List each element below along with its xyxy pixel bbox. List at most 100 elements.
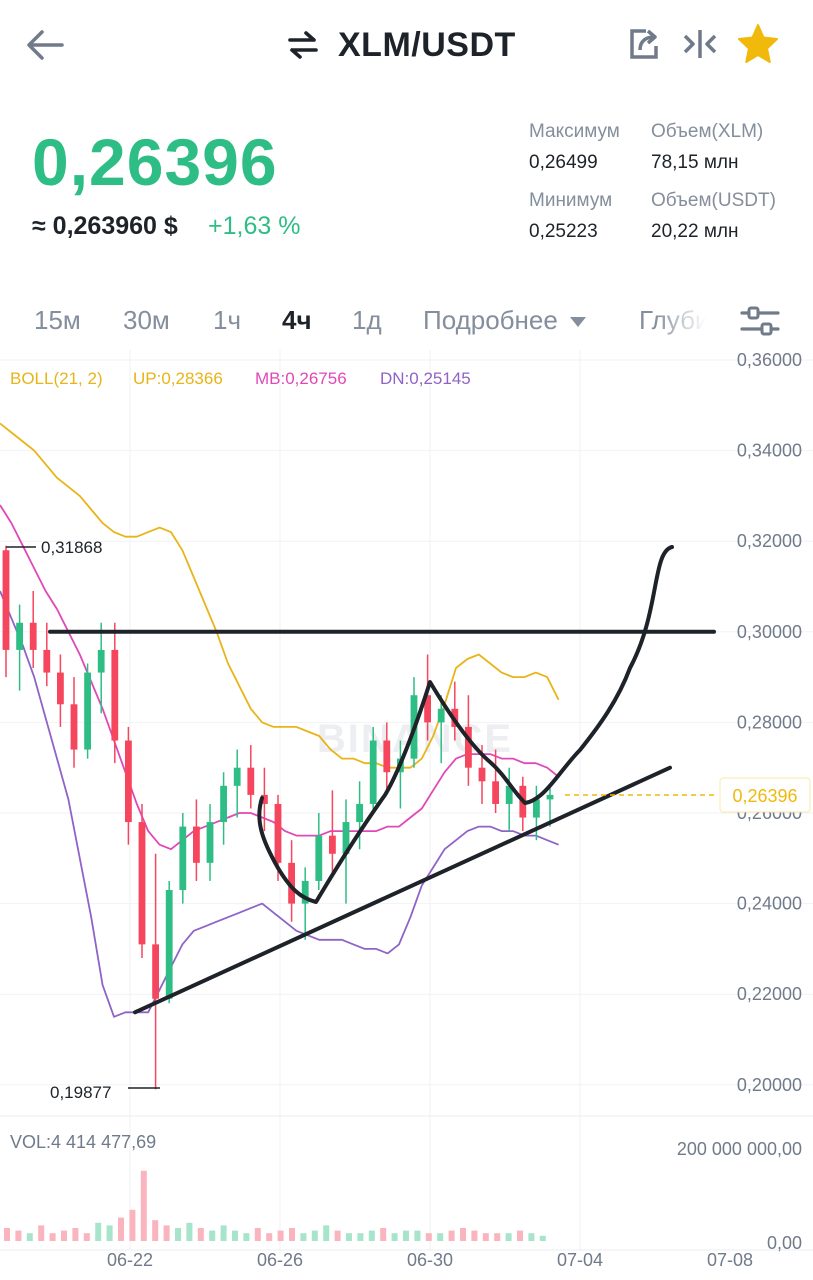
candle-body — [179, 826, 187, 891]
volume-bar — [403, 1230, 409, 1241]
candle-body — [261, 794, 268, 804]
volume-bar — [380, 1228, 387, 1241]
volume-bar — [83, 1233, 90, 1241]
back-arrow-icon[interactable] — [22, 22, 68, 68]
candle — [247, 745, 255, 809]
low-label: Минимум — [529, 190, 613, 211]
candle — [383, 722, 391, 795]
candles — [2, 545, 554, 1090]
tab-4h[interactable]: 4ч — [282, 305, 312, 335]
volume-bar — [266, 1233, 273, 1241]
caret-down-icon — [570, 317, 587, 328]
high-marker: 0,31868 — [6, 538, 102, 557]
tab-1h[interactable]: 1ч — [213, 305, 242, 335]
candle — [233, 749, 241, 818]
volume-bar — [539, 1235, 546, 1241]
candle-body — [43, 649, 51, 673]
volume-bar — [118, 1217, 124, 1241]
x-tick-label: 07-04 — [557, 1250, 603, 1270]
user-drawings — [48, 545, 716, 1015]
volume-bar — [448, 1230, 455, 1241]
volume-axis-top: 200 000 000,00 — [677, 1139, 802, 1159]
candle-body — [424, 695, 431, 723]
volume-bar — [437, 1233, 444, 1241]
candle — [546, 785, 554, 827]
candle-body — [84, 672, 91, 750]
candle — [84, 663, 91, 759]
chart-settings-icon[interactable] — [738, 304, 782, 338]
candle — [57, 654, 64, 727]
volume-base-value: 78,15 млн — [651, 152, 739, 173]
pair-title: XLM/USDT — [338, 25, 516, 64]
swap-icon — [288, 31, 318, 59]
volume-bar — [152, 1220, 159, 1241]
last-price-tag — [719, 777, 811, 813]
volume-label: VOL:4 414 477,69 — [10, 1132, 156, 1152]
volume-bar — [482, 1233, 489, 1241]
x-tick-label: 07-08 — [707, 1250, 753, 1270]
boll-legend: BOLL(21, 2) UP:0,28366 MB:0,26756 DN:0,2… — [10, 369, 471, 388]
candle — [138, 803, 146, 958]
usd-price: ≈ 0,263960 $ — [32, 212, 178, 240]
candle — [533, 785, 540, 841]
low-value: 0,25223 — [529, 221, 598, 242]
candle-body — [29, 622, 37, 650]
candle — [193, 799, 200, 881]
candle — [179, 813, 187, 904]
volume-bar — [391, 1233, 398, 1241]
low-marker: 0,19877 — [50, 1083, 160, 1102]
tab-30m[interactable]: 30м — [123, 305, 170, 335]
pair-selector[interactable]: XLM/USDT — [286, 22, 516, 68]
candle-body — [220, 785, 227, 823]
candle — [2, 545, 10, 678]
candle — [16, 604, 23, 691]
volume-bar — [357, 1233, 364, 1241]
volume-bar — [334, 1230, 341, 1241]
candle-body — [301, 880, 309, 904]
volume-bar — [220, 1225, 227, 1241]
volume-bar — [323, 1225, 330, 1241]
price-chart[interactable]: BINANCE 0,360000,340000,320000,300000,28… — [0, 350, 813, 1280]
candle-body — [356, 803, 363, 823]
volume-bar — [517, 1230, 523, 1241]
volume-bar — [15, 1230, 22, 1241]
candle-body — [465, 726, 472, 768]
boll-legend-title: BOLL(21, 2) — [10, 369, 103, 388]
candle — [329, 790, 336, 872]
volume-bar — [460, 1228, 466, 1241]
candle-body — [152, 944, 159, 999]
tab-15m[interactable]: 15м — [34, 305, 81, 335]
volume-bar — [254, 1228, 261, 1241]
candle-body — [342, 822, 350, 854]
candle — [261, 767, 268, 832]
candle — [505, 767, 513, 832]
tab-1d[interactable]: 1д — [352, 305, 382, 335]
volume-bar — [505, 1233, 512, 1241]
boll-dn-label: DN:0,25145 — [380, 369, 471, 388]
y-tick-label: 0,20000 — [737, 1075, 802, 1095]
candle — [43, 622, 51, 687]
candle — [111, 622, 119, 764]
volume-bar — [175, 1228, 181, 1241]
volume-bar — [368, 1230, 375, 1241]
y-tick-label: 0,28000 — [737, 712, 802, 732]
volume-bar — [106, 1225, 113, 1241]
candle-body — [315, 835, 323, 881]
y-tick-label: 0,34000 — [737, 441, 802, 461]
volume-bar — [289, 1228, 295, 1241]
share-icon[interactable] — [624, 24, 664, 64]
tab-more[interactable]: Подробнее — [423, 305, 587, 336]
last-price: 0,26396 — [32, 125, 278, 199]
candle-body — [138, 822, 146, 945]
tabs-fade — [655, 295, 715, 347]
candle-body — [369, 740, 377, 804]
y-tick-label: 0,32000 — [737, 531, 802, 551]
volume-base-label: Объем(XLM) — [651, 121, 764, 142]
compare-icon[interactable] — [680, 24, 720, 64]
x-tick-label: 06-22 — [107, 1250, 153, 1270]
candle — [356, 781, 363, 850]
candle-body — [383, 740, 391, 773]
volume-bar — [232, 1230, 238, 1241]
star-icon[interactable] — [736, 22, 780, 66]
volume-bar — [140, 1170, 147, 1241]
